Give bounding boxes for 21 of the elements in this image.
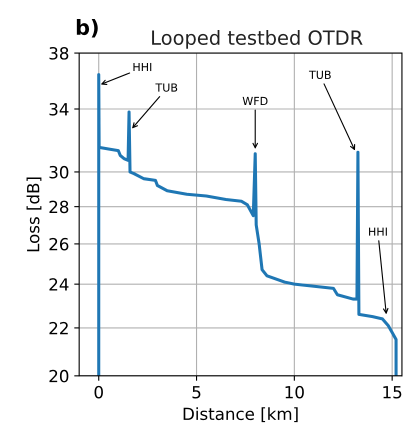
y-tick-label: 38: [50, 47, 68, 60]
y-tick-label: 30: [50, 166, 68, 179]
annotation: TUB: [308, 70, 331, 80]
y-tick-label: 20: [49, 370, 68, 382]
y-tick-label: 22: [49, 322, 68, 334]
chart-title: Looped testbed OTDR: [152, 30, 363, 49]
y-tick-label: 24: [49, 278, 69, 290]
y-tick-label: 26: [49, 238, 68, 250]
x-tick-label: 10: [286, 386, 304, 398]
y-tick-label: 34: [50, 102, 69, 116]
x-axis-title: Distance [km]: [184, 407, 298, 422]
annotation: HHI: [133, 62, 152, 72]
annotation: WFD: [242, 96, 268, 106]
text: b): [76, 18, 98, 38]
annotation: TUB: [155, 83, 178, 92]
x-tick-label: 0: [94, 386, 103, 398]
annotation: HHI: [369, 228, 387, 236]
x-tick-label: 15: [383, 386, 402, 398]
y-tick-label: 28: [49, 200, 68, 214]
y-axis-title: Loss [dB]: [26, 177, 42, 252]
x-tick-label: 5: [192, 386, 200, 398]
